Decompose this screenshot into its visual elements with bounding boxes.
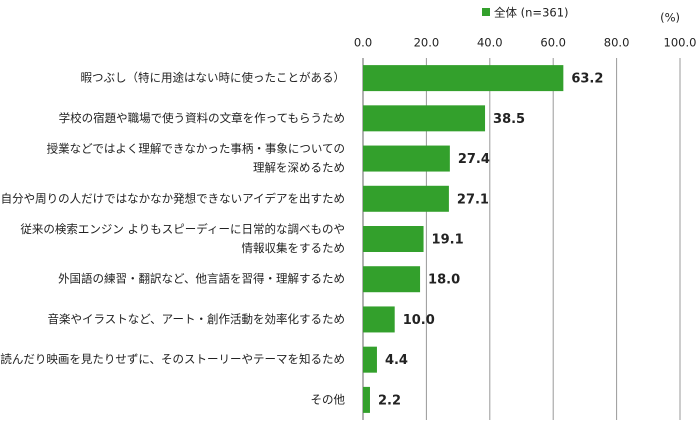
legend-label: 全体 (n=361) (494, 6, 569, 20)
y-tick-label: 理解を深めるため (253, 161, 345, 175)
bar (363, 105, 486, 132)
x-tick-label: 100.0 (664, 36, 697, 50)
y-tick-label: 本を読んだり映画を見たりせずに、そのストーリーやテーマを知るため (0, 352, 345, 366)
bar (363, 185, 449, 212)
y-tick-label: 音楽やイラストなど、アート・創作活動を効率化するため (47, 312, 345, 326)
y-tick-label: 授業などではよく理解できなかった事柄・事象についての (47, 142, 345, 156)
unit-label: (%) (660, 11, 680, 25)
value-label: 4.4 (385, 353, 408, 368)
y-tick-label: 情報収集をするため (242, 241, 346, 255)
y-tick-label: その他 (311, 392, 346, 406)
value-label: 19.1 (432, 233, 464, 248)
x-tick-label: 80.0 (604, 36, 630, 50)
y-tick-label: 自分や周りの人だけではなかなか発想できないアイデアを出すため (1, 191, 345, 205)
bar (363, 65, 564, 92)
x-tick-label: 40.0 (477, 36, 503, 50)
value-label: 27.1 (457, 192, 489, 207)
y-tick-label: 外国語の練習・翻訳など、他言語を習得・理解するため (58, 272, 345, 286)
bar (363, 346, 377, 373)
bar (363, 226, 424, 252)
value-label: 27.4 (458, 152, 490, 167)
x-tick-label: 60.0 (540, 36, 566, 50)
value-label: 18.0 (428, 273, 460, 288)
value-label: 38.5 (493, 112, 525, 127)
value-label: 2.2 (378, 393, 401, 408)
legend-swatch (482, 8, 490, 16)
value-label: 63.2 (571, 72, 603, 87)
y-tick-label: 学校の宿題や職場で使う資料の文章を作ってもらうため (59, 111, 345, 125)
y-tick-label: 従来の検索エンジン よりもスピーディーに日常的な調べものや (20, 222, 345, 236)
y-tick-label: 暇つぶし（特に用途はない時に使ったことがある） (81, 71, 346, 85)
x-tick-label: 20.0 (414, 36, 440, 50)
bar (363, 306, 395, 333)
x-tick-label: 0.0 (354, 36, 372, 50)
bar (363, 386, 370, 413)
value-label: 10.0 (403, 313, 435, 328)
bar (363, 266, 421, 293)
bar (363, 145, 450, 172)
